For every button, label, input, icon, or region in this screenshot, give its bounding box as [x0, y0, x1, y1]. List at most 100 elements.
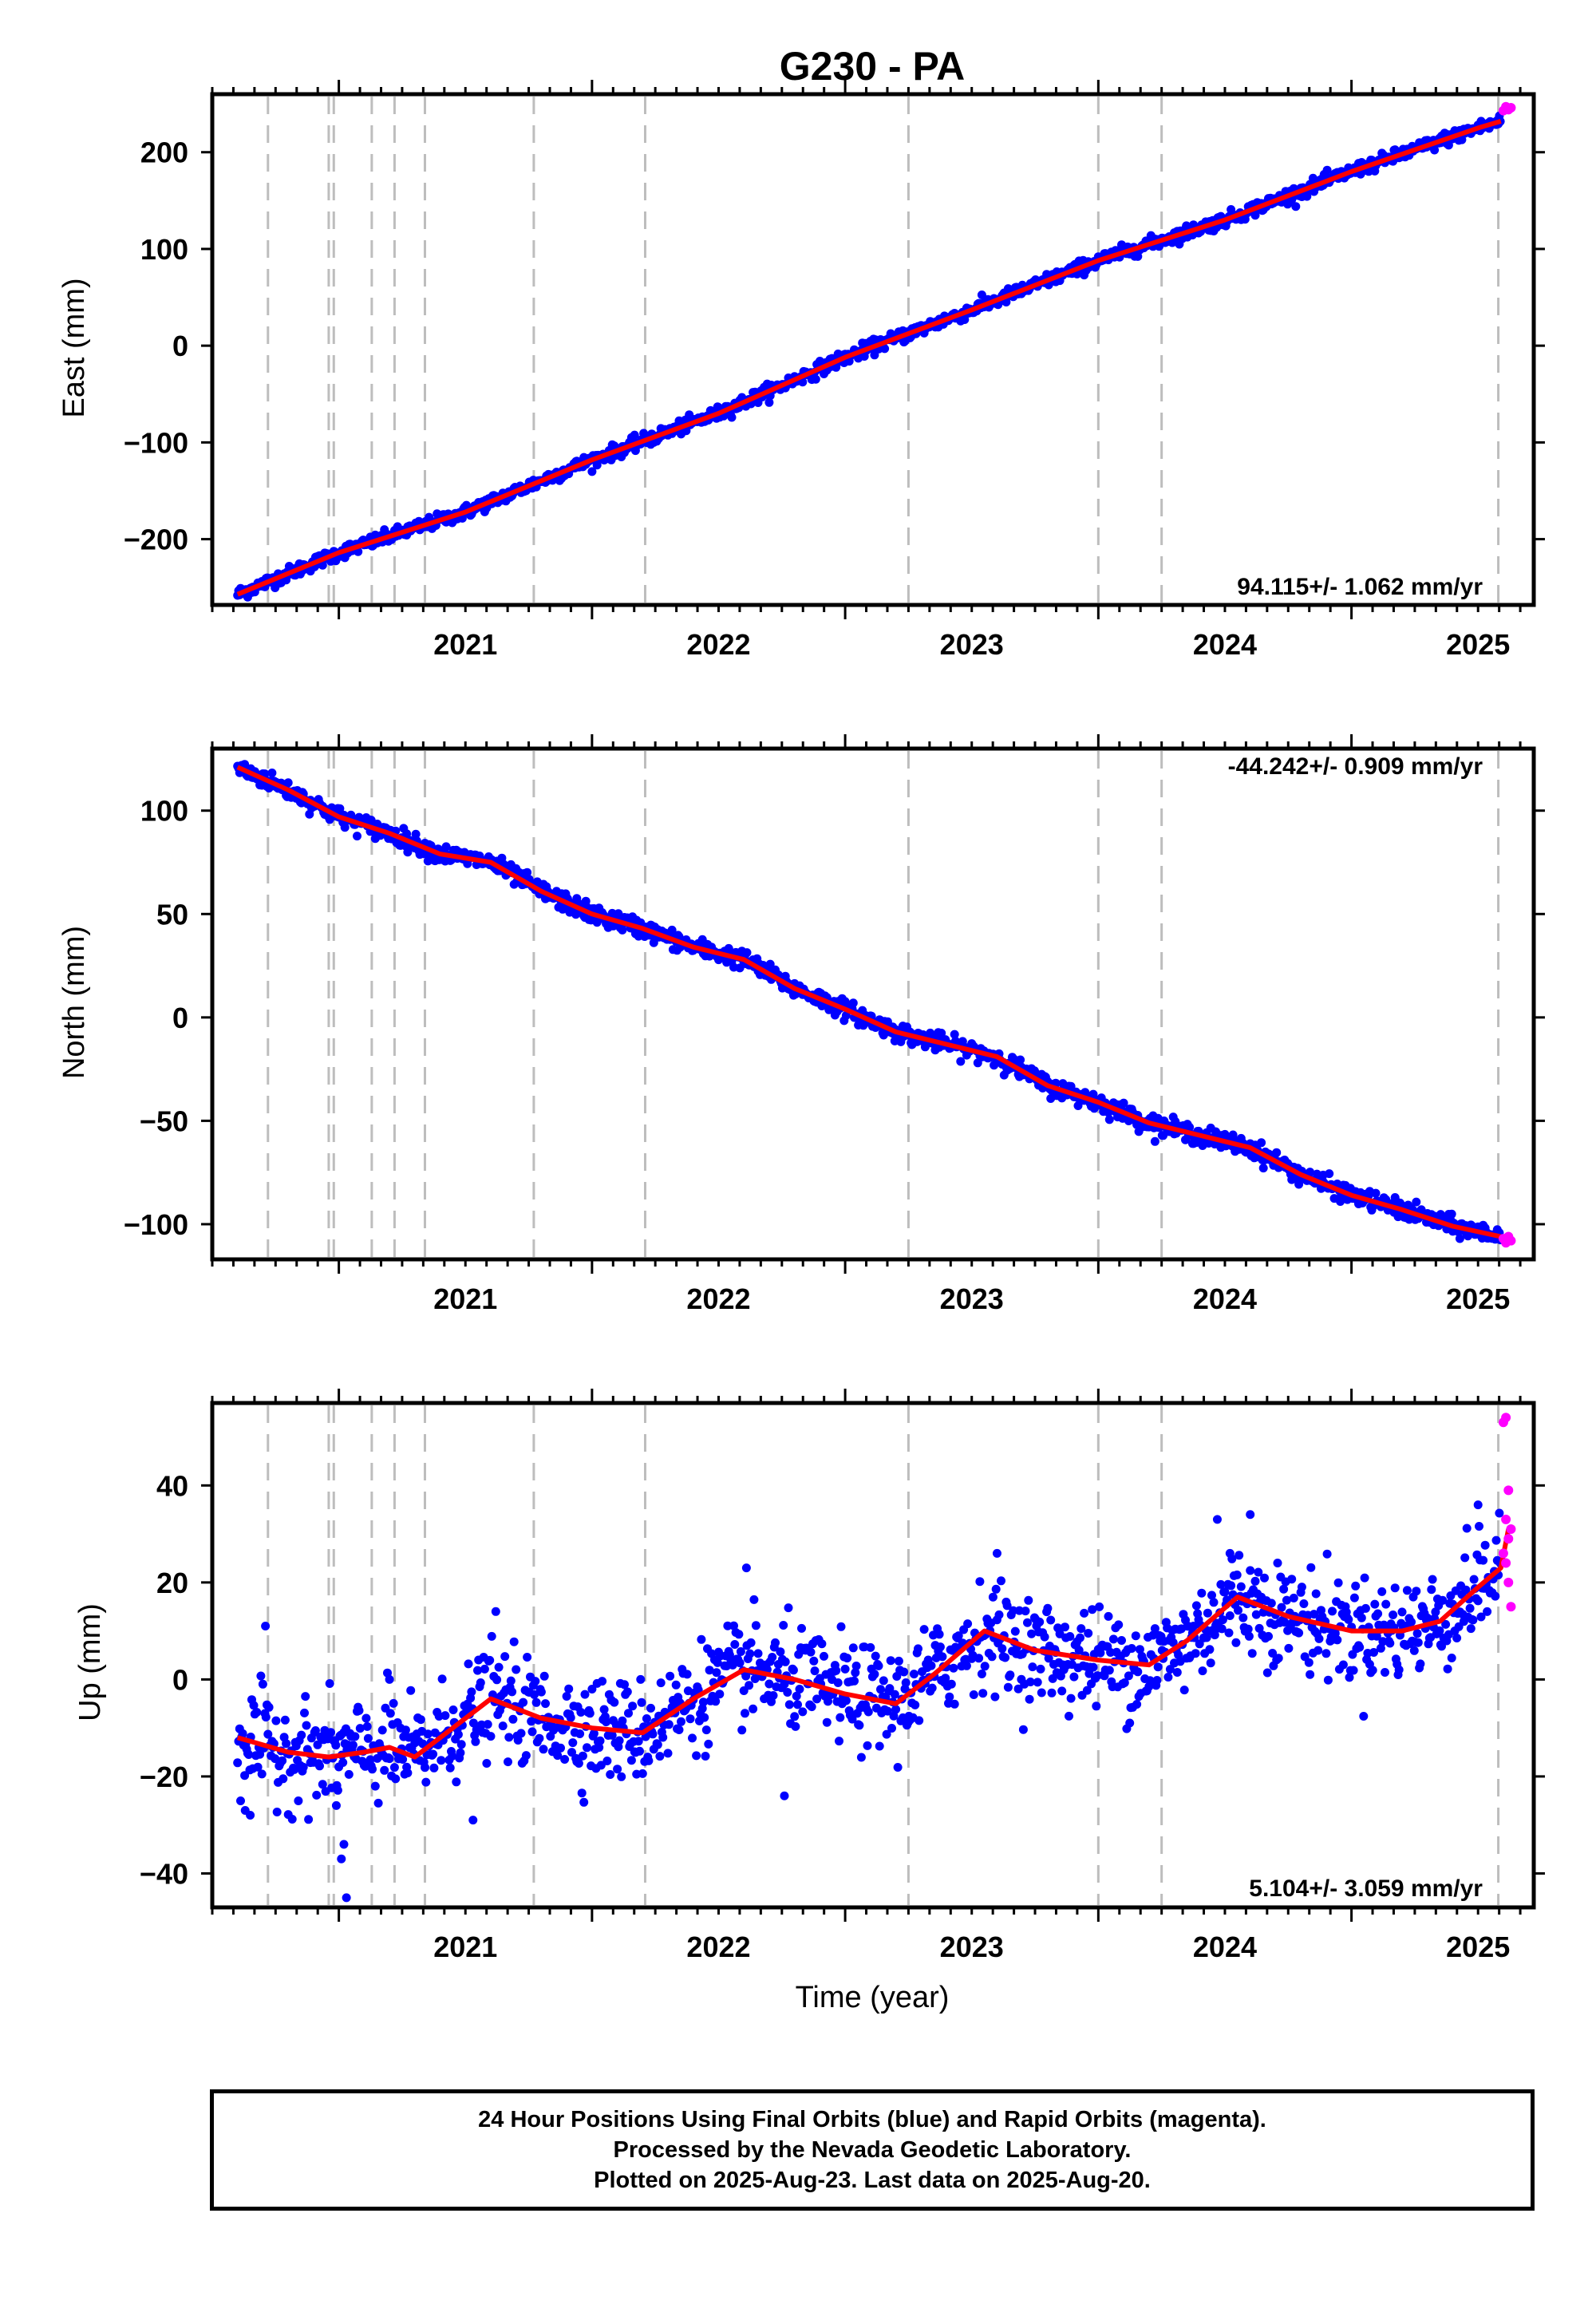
- up-final-point: [674, 1725, 684, 1734]
- up-rapid-point: [1506, 1524, 1516, 1534]
- north-final-point: [990, 1061, 999, 1070]
- up-final-point: [729, 1621, 738, 1630]
- up-final-point: [429, 1763, 439, 1773]
- up-final-point: [648, 1729, 658, 1739]
- up-final-point: [398, 1755, 408, 1764]
- up-final-point: [1475, 1522, 1483, 1531]
- up-outlier-point: [1246, 1510, 1255, 1520]
- up-y-tick-label: −40: [140, 1857, 188, 1890]
- east-plot-frame: [210, 92, 1536, 607]
- up-final-point: [1412, 1629, 1422, 1638]
- north-y-tick-label: 50: [156, 898, 188, 931]
- up-final-point: [1133, 1667, 1143, 1677]
- north-final-point: [956, 1057, 966, 1066]
- up-final-point: [468, 1718, 478, 1728]
- north-final-point: [335, 804, 345, 813]
- up-final-point: [809, 1656, 819, 1666]
- up-outlier-point: [331, 1800, 341, 1810]
- up-final-point: [1225, 1611, 1235, 1620]
- up-final-point: [1198, 1666, 1207, 1676]
- up-final-point: [893, 1763, 903, 1772]
- east-final-point: [977, 290, 986, 299]
- up-final-point: [312, 1790, 322, 1800]
- up-final-point: [1273, 1559, 1282, 1567]
- east-x-tick-label: 2024: [1193, 628, 1257, 661]
- up-final-point: [664, 1720, 674, 1729]
- up-final-point: [607, 1730, 617, 1740]
- up-final-point: [927, 1683, 937, 1693]
- up-final-point: [1282, 1595, 1291, 1605]
- up-final-point: [1092, 1701, 1101, 1711]
- up-rate-label: 5.104+/- 3.059 mm/yr: [1249, 1875, 1483, 1902]
- up-final-point: [1202, 1633, 1211, 1642]
- up-final-point: [764, 1679, 774, 1689]
- up-final-point: [1080, 1608, 1089, 1618]
- up-final-point: [658, 1733, 668, 1742]
- up-final-point: [485, 1655, 495, 1665]
- up-final-point: [238, 1729, 247, 1738]
- east-final-point: [1322, 165, 1332, 175]
- up-final-point: [556, 1743, 565, 1753]
- up-final-point: [298, 1762, 308, 1772]
- up-y-tick-label: −20: [140, 1761, 188, 1793]
- up-final-point: [793, 1700, 802, 1709]
- up-final-point: [1394, 1665, 1404, 1674]
- east-final-point: [880, 344, 890, 354]
- north-final-point: [523, 868, 532, 877]
- up-final-point: [1035, 1617, 1045, 1626]
- up-final-point: [1150, 1624, 1159, 1634]
- up-final-point: [498, 1721, 508, 1731]
- up-final-point: [1349, 1593, 1359, 1603]
- up-final-point: [566, 1713, 575, 1722]
- up-final-point: [595, 1743, 604, 1753]
- east-panel: East (mm) −200 −100 0 100 200 2021 2022 2023 202…: [57, 80, 1545, 661]
- north-final-point: [1455, 1234, 1464, 1243]
- up-final-point: [950, 1699, 959, 1709]
- up-final-point: [1084, 1669, 1094, 1678]
- up-final-point: [806, 1647, 816, 1657]
- up-final-point: [741, 1709, 749, 1718]
- up-final-point: [585, 1709, 595, 1718]
- up-final-point: [1376, 1643, 1385, 1653]
- up-rapid-point: [1503, 1485, 1514, 1496]
- up-final-point: [685, 1714, 695, 1724]
- up-final-point: [894, 1656, 903, 1666]
- up-final-point: [851, 1668, 860, 1678]
- up-final-point: [978, 1689, 988, 1698]
- up-final-point: [1135, 1645, 1144, 1654]
- up-outlier-point: [385, 1674, 394, 1684]
- up-final-point: [583, 1743, 591, 1753]
- up-final-point: [822, 1717, 832, 1727]
- up-final-point: [843, 1654, 852, 1663]
- up-final-point: [753, 1649, 763, 1658]
- north-final-point: [353, 832, 361, 841]
- north-final-point: [618, 925, 627, 935]
- up-final-point: [1021, 1607, 1030, 1616]
- up-final-point: [1189, 1622, 1199, 1630]
- up-final-point: [977, 1670, 986, 1678]
- up-final-point: [749, 1704, 758, 1713]
- up-final-point: [530, 1690, 539, 1699]
- north-final-point: [1258, 1164, 1268, 1173]
- north-panel: North (mm) −100 −50 0 50 100 2021 2022 2023 2024…: [57, 734, 1545, 1315]
- up-final-point: [1002, 1601, 1012, 1611]
- up-final-point: [1095, 1602, 1104, 1611]
- up-final-point: [713, 1658, 722, 1667]
- up-final-point: [1314, 1646, 1323, 1655]
- up-final-point: [891, 1705, 901, 1714]
- up-final-point: [1209, 1598, 1219, 1607]
- east-final-point: [727, 413, 737, 422]
- north-final-point: [1294, 1180, 1304, 1189]
- up-final-point: [1322, 1549, 1332, 1559]
- north-final-point: [267, 769, 277, 777]
- up-final-point: [792, 1691, 801, 1701]
- up-final-point: [863, 1741, 872, 1750]
- up-final-point: [1435, 1626, 1444, 1635]
- east-rapid-point: [1506, 102, 1516, 113]
- up-final-point: [1460, 1553, 1470, 1563]
- up-final-point: [998, 1644, 1007, 1654]
- up-final-point: [344, 1769, 354, 1779]
- up-final-point: [655, 1752, 665, 1761]
- up-final-point: [1355, 1642, 1365, 1652]
